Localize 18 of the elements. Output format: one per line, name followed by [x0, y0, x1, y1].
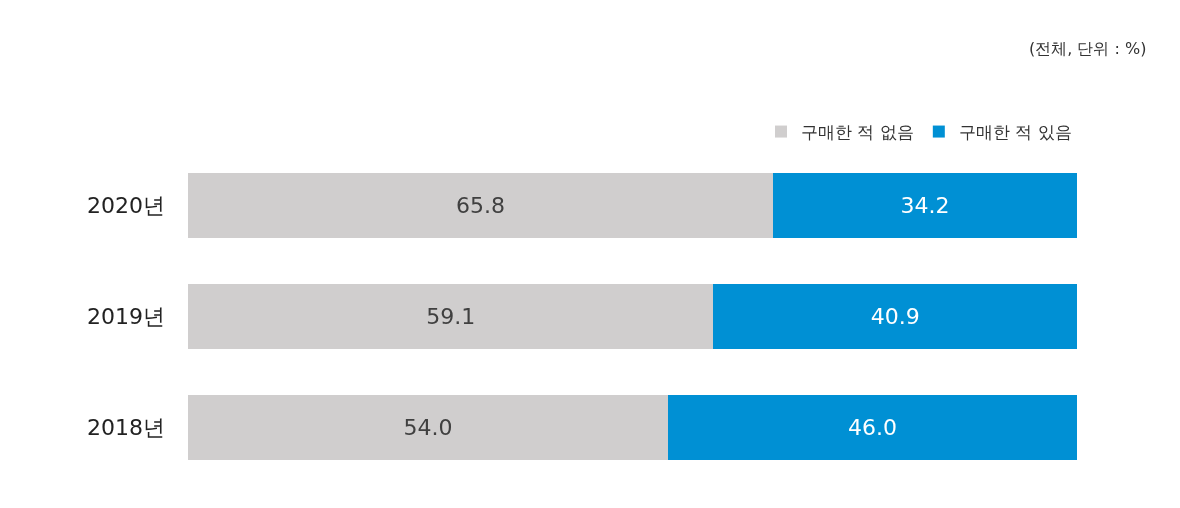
bar — [772, 173, 1077, 238]
y-tick-label: 2020년 — [87, 193, 165, 219]
data-label: 54.0 — [403, 415, 453, 440]
data-label: 34.2 — [900, 193, 950, 218]
y-tick-label: 2019년 — [87, 304, 165, 330]
legend-label: 구매한 적 없음 — [801, 122, 914, 143]
data-label: 59.1 — [426, 304, 476, 329]
data-label: 40.9 — [870, 304, 920, 329]
bar — [713, 284, 1077, 349]
bar — [188, 173, 773, 238]
text: (전체, 단위 : %) — [1029, 39, 1147, 58]
data-label: 46.0 — [848, 415, 898, 440]
data-label: 65.8 — [455, 193, 505, 218]
bar — [188, 284, 714, 349]
legend-label: 구매한 적 있음 — [958, 122, 1072, 143]
bar — [668, 395, 1077, 460]
y-tick-label: 2018년 — [87, 415, 165, 441]
bar — [188, 395, 669, 460]
